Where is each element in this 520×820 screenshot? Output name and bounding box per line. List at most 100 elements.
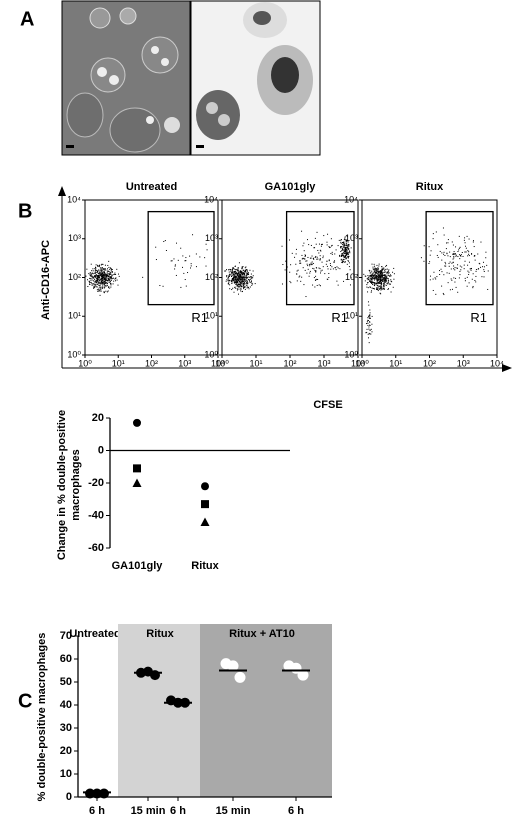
event-dot [368,278,370,280]
event-dot [254,283,256,285]
event-dot [466,285,468,287]
event-dot [369,321,371,323]
event-dot [239,279,241,281]
event-dot [331,245,333,247]
event-dot [380,278,382,280]
event-dot [238,284,240,286]
event-dot [340,254,342,256]
event-dot [98,282,100,284]
point [227,660,239,672]
event-dot [342,253,344,255]
event-dot [341,261,343,263]
event-dot [239,274,241,276]
event-dot [183,272,185,274]
event-dot [294,256,296,258]
event-dot [94,278,96,280]
event-dot [383,277,385,279]
event-dot [101,287,103,289]
event-dot [380,285,382,287]
y-tick-label: 10³ [205,233,218,243]
event-dot [468,282,470,284]
event-dot [237,273,239,275]
event-dot [104,285,106,287]
event-dot [318,252,320,254]
event-dot [341,253,343,255]
event-dot [244,277,246,279]
event-dot [340,242,342,244]
event-dot [105,280,107,282]
event-dot [111,275,113,277]
event-dot [89,282,91,284]
event-dot [347,241,349,243]
event-dot [228,275,230,277]
event-dot [342,252,344,254]
y-tick-label: 40 [60,699,72,711]
event-dot [241,278,243,280]
event-dot [238,262,240,264]
event-dot [382,280,384,282]
event-dot [299,260,301,262]
event-dot [464,280,466,282]
event-dot [374,276,376,278]
event-dot [448,265,450,267]
event-dot [247,282,249,284]
event-dot [467,255,469,257]
event-dot [313,258,315,260]
event-dot [306,263,308,265]
event-dot [385,278,387,280]
event-dot [89,274,91,276]
event-dot [346,245,348,247]
event-dot [232,276,234,278]
event-dot [241,280,243,282]
event-dot [380,282,382,284]
event-dot [472,240,474,242]
event-dot [373,284,375,286]
event-dot [377,275,379,277]
event-dot [304,258,306,260]
event-dot [98,287,100,289]
event-dot [367,333,369,335]
event-dot [329,247,331,249]
event-dot [238,286,240,288]
event-dot [251,284,253,286]
event-dot [88,280,90,282]
event-dot [205,243,207,245]
event-dot [98,265,100,267]
event-dot [234,268,236,270]
event-dot [236,279,238,281]
event-dot [444,261,446,263]
event-dot [102,263,104,265]
event-dot [320,245,322,247]
event-dot [458,235,460,237]
event-dot [97,265,99,267]
event-dot [105,275,107,277]
event-dot [454,267,456,269]
event-dot [297,269,299,271]
event-dot [101,277,103,279]
event-dot [391,281,393,283]
y-tick-label: 10⁰ [67,349,81,359]
event-dot [374,279,376,281]
event-dot [107,278,109,280]
event-dot [385,281,387,283]
event-dot [104,275,106,277]
event-dot [348,245,350,247]
event-dot [229,288,231,290]
event-dot [316,256,318,258]
event-dot [234,281,236,283]
event-dot [345,251,347,253]
event-dot [98,290,100,292]
event-dot [435,293,437,295]
event-dot [369,324,371,326]
event-dot [249,276,251,278]
event-dot [96,286,98,288]
x-tick-label: 15 min [216,805,251,817]
event-dot [233,268,235,270]
event-dot [111,271,113,273]
event-dot [233,279,235,281]
event-dot [348,260,350,262]
event-dot [319,249,321,251]
event-dot [96,289,98,291]
event-dot [104,274,106,276]
x-tick-label: 6 h [288,805,304,817]
